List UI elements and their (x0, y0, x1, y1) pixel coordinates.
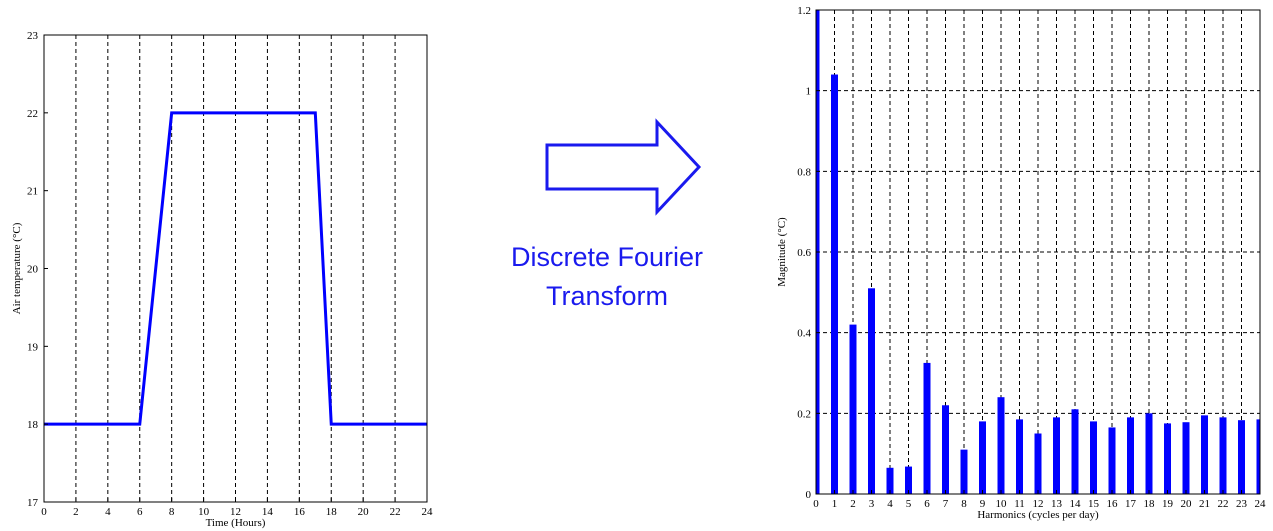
left-y-tick-label: 22 (27, 108, 38, 120)
left-y-tick-label: 21 (27, 186, 38, 198)
left-y-tick-label: 18 (27, 419, 39, 431)
harmonic-bar-12 (1034, 433, 1042, 494)
left-y-tick-label: 19 (27, 341, 39, 353)
harmonic-bar-13 (1053, 417, 1060, 494)
dft-label-line2: Transform (546, 281, 668, 311)
right-y-tick-label: 0.8 (797, 166, 811, 178)
harmonic-bar-11 (1016, 419, 1023, 494)
right-ticks: 0 1 2 3 4 5 6 7 8 9 10 11 12 13 14 15 16 17 18 19 20 21 22 23 24… (797, 5, 1266, 510)
left-x-tick-label: 6 (137, 506, 143, 518)
right-grid (816, 10, 1260, 494)
harmonics-chart: 0 1 2 3 4 5 6 7 8 9 10 11 12 13 14 15 16 17 18 19 20 21 22 23 24… (776, 5, 1266, 521)
harmonic-bar-18 (1145, 413, 1153, 494)
right-x-tick-label: 8 (961, 498, 967, 510)
left-x-axis-label: Time (Hours) (206, 517, 266, 529)
right-y-tick-label: 0.4 (797, 328, 811, 340)
left-y-tick-label: 23 (27, 30, 39, 42)
right-x-tick-label: 24 (1255, 498, 1267, 510)
right-x-tick-label: 11 (1014, 498, 1025, 510)
left-y-tick-label: 20 (27, 264, 39, 276)
right-x-tick-label: 12 (1033, 498, 1044, 510)
left-x-tick-label: 4 (105, 506, 111, 518)
right-x-tick-label: 23 (1236, 498, 1248, 510)
left-x-tick-label: 14 (262, 506, 274, 518)
harmonic-bar-5 (905, 466, 912, 494)
left-x-tick-label: 24 (422, 506, 434, 518)
right-x-tick-label: 14 (1070, 498, 1082, 510)
harmonic-bar-6 (923, 362, 931, 494)
harmonic-bar-7 (942, 405, 949, 494)
dft-label-line1: Discrete Fourier (511, 242, 703, 272)
left-y-axis-label: Air temperature (°C) (11, 222, 23, 314)
right-x-tick-label: 3 (869, 498, 875, 510)
right-y-tick-label: 0.2 (797, 408, 811, 420)
harmonic-bar-3 (868, 288, 875, 494)
right-x-axis-label: Harmonics (cycles per day) (977, 509, 1099, 521)
right-x-tick-label: 17 (1125, 498, 1137, 510)
left-x-tick-label: 8 (169, 506, 175, 518)
harmonic-bar-4 (886, 467, 894, 494)
harmonic-bar-14 (1071, 409, 1079, 494)
harmonic-bar-20 (1182, 422, 1190, 494)
right-x-tick-label: 20 (1181, 498, 1193, 510)
right-x-tick-label: 4 (887, 498, 893, 510)
harmonic-bar-10 (997, 397, 1005, 494)
harmonic-bar-8 (960, 449, 968, 494)
right-y-tick-label: 1 (806, 86, 812, 98)
harmonic-bar-24 (1256, 419, 1260, 494)
right-x-tick-label: 2 (850, 498, 856, 510)
left-x-tick-label: 16 (294, 506, 306, 518)
dft-annotation: Discrete Fourier Transform (511, 118, 703, 311)
harmonic-bar-15 (1090, 421, 1097, 494)
right-x-tick-label: 9 (980, 498, 986, 510)
left-x-tick-label: 22 (390, 506, 401, 518)
right-x-tick-label: 1 (832, 498, 838, 510)
right-x-tick-label: 7 (943, 498, 949, 510)
temperature-line (44, 111, 427, 426)
right-x-tick-label: 19 (1162, 498, 1174, 510)
right-x-tick-label: 21 (1199, 498, 1210, 510)
right-x-tick-label: 0 (813, 498, 819, 510)
right-x-tick-label: 10 (996, 498, 1008, 510)
right-x-tick-label: 13 (1051, 498, 1063, 510)
harmonic-bar-2 (849, 324, 857, 494)
left-x-tick-label: 18 (326, 506, 338, 518)
harmonic-bar-16 (1108, 427, 1116, 494)
left-x-tick-label: 12 (230, 506, 241, 518)
right-arrow-icon (545, 118, 702, 216)
right-x-tick-label: 6 (924, 498, 930, 510)
left-series (44, 111, 427, 426)
right-x-tick-label: 18 (1144, 498, 1156, 510)
left-grid (75, 35, 396, 502)
harmonic-bar-9 (979, 421, 986, 494)
right-y-tick-label: 0 (806, 489, 812, 501)
right-x-tick-label: 5 (906, 498, 912, 510)
left-x-tick-label: 20 (358, 506, 370, 518)
right-y-axis-label: Magnitude (°C) (776, 217, 788, 287)
left-x-tick-label: 0 (41, 506, 47, 518)
left-y-tick-label: 17 (27, 497, 39, 509)
right-x-tick-label: 22 (1218, 498, 1229, 510)
harmonic-bar-17 (1127, 417, 1134, 494)
right-x-tick-label: 15 (1088, 498, 1100, 510)
harmonic-bar-19 (1164, 423, 1171, 494)
left-x-tick-label: 2 (73, 506, 79, 518)
harmonic-bar-21 (1201, 415, 1208, 494)
left-x-tick-label: 10 (198, 506, 210, 518)
harmonic-bar-23 (1238, 420, 1245, 494)
harmonic-bar-1 (831, 74, 838, 495)
harmonic-bar-22 (1219, 417, 1227, 494)
right-y-tick-label: 0.6 (797, 247, 811, 259)
right-y-tick-label: 1.2 (797, 5, 811, 17)
right-x-tick-label: 16 (1107, 498, 1119, 510)
